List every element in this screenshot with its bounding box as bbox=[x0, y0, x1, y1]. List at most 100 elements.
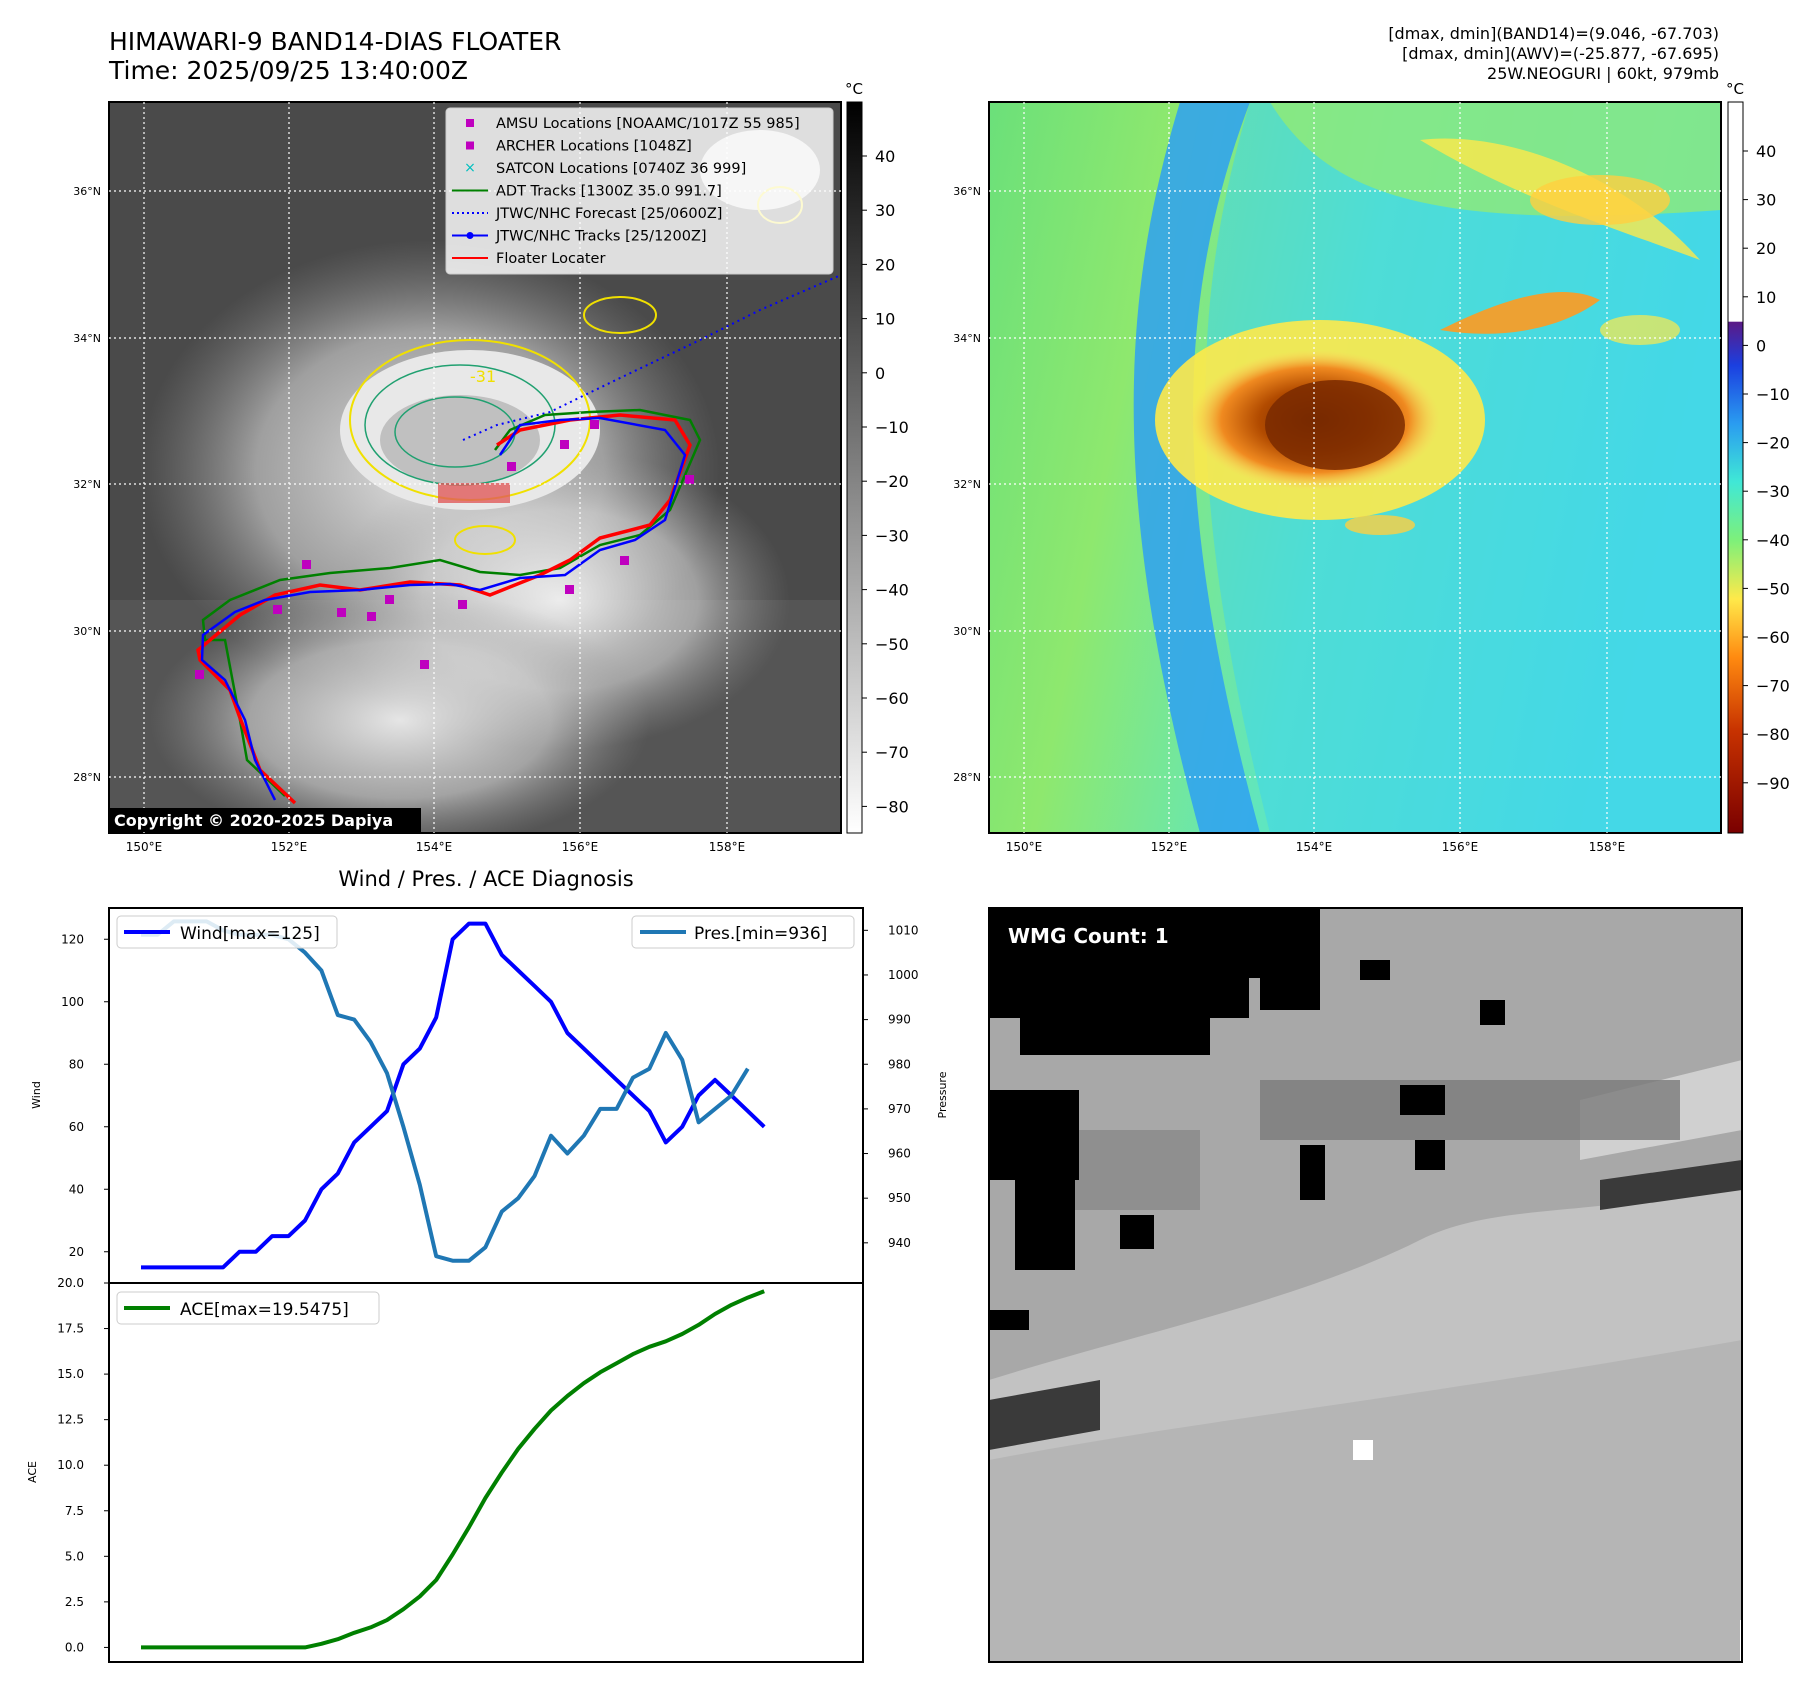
awv-imagery bbox=[989, 102, 1721, 833]
legend-label: JTWC/NHC Forecast [25/0600Z] bbox=[495, 206, 722, 222]
ace-ytick-label: 0.0 bbox=[65, 1640, 84, 1654]
band14-colorbar-tick-label: −40 bbox=[875, 581, 909, 600]
legend-label: SATCON Locations [0740Z 36 999] bbox=[496, 161, 746, 177]
pressure-ytick-label: 980 bbox=[888, 1057, 911, 1071]
jtwc-forecast-line bbox=[462, 274, 841, 441]
ace-plot-frame bbox=[108, 1282, 864, 1663]
band14-colorbar-tick-label: 20 bbox=[875, 255, 895, 274]
band14-lon-tick: 154°E bbox=[416, 840, 453, 854]
wind-ytick-label: 40 bbox=[69, 1182, 84, 1196]
band14-lat-tick: 28°N bbox=[73, 771, 101, 784]
awv-colorbar-unit: °C bbox=[1726, 80, 1744, 98]
ace-ytick-label: 20.0 bbox=[57, 1276, 84, 1290]
ace-series-line bbox=[141, 1289, 765, 1650]
pressure-ytick-label: 1010 bbox=[888, 923, 919, 937]
awv-colorbar-tick-label: −80 bbox=[1756, 725, 1790, 744]
awv-colorbar-tick-label: −40 bbox=[1756, 531, 1790, 550]
awv-colorbar: °C 40 30 20 10 0 −10 −20 −30 −40 −50 −60 −70 −80 −90 bbox=[1726, 80, 1790, 834]
band14-tick-labels: 150°E 152°E 154°E 156°E 158°E 36°N 34°N 32°N 30°… bbox=[73, 185, 745, 854]
awv-colorbar-tick-label: −70 bbox=[1756, 677, 1790, 696]
info-line2: [dmax, dmin](AWV)=(-25.877, -67.695) bbox=[1402, 44, 1719, 63]
pressure-ytick-label: 940 bbox=[888, 1236, 911, 1250]
ace-chart: ACE 0.0 2.5 5.0 7.5 10.0 12.5 15.0 17.5 20.0 ACE… bbox=[26, 1276, 864, 1663]
info-line1: [dmax, dmin](BAND14)=(9.046, -67.703) bbox=[1388, 24, 1719, 43]
awv-lat-tick: 34°N bbox=[953, 332, 981, 345]
legend-label: JTWC/NHC Tracks [25/1200Z] bbox=[495, 229, 707, 245]
awv-colorbar-tick-label: 40 bbox=[1756, 142, 1776, 161]
band14-lat-tick: 32°N bbox=[73, 478, 101, 491]
band14-colorbar-tick-label: −50 bbox=[875, 635, 909, 654]
band14-colorbar-tick-label: −60 bbox=[875, 689, 909, 708]
ace-ytick-label: 7.5 bbox=[65, 1504, 84, 1518]
awv-colorbar-tick-label: −10 bbox=[1756, 385, 1790, 404]
wind-series-line bbox=[141, 921, 766, 1270]
wmg-count-badge: WMG Count: 1 bbox=[998, 918, 1180, 952]
ace-ytick-label: 12.5 bbox=[57, 1413, 84, 1427]
awv-gridlines bbox=[989, 102, 1721, 833]
awv-lat-tick: 36°N bbox=[953, 185, 981, 198]
band14-colorbar-tick-label: −70 bbox=[875, 743, 909, 762]
pressure-legend: Pres.[min=936] bbox=[631, 915, 855, 949]
wind-ytick-label: 20 bbox=[69, 1245, 84, 1259]
awv-colorbar-tick-label: −50 bbox=[1756, 579, 1790, 598]
jtwc-track-line bbox=[200, 416, 687, 801]
pressure-ytick-label: 960 bbox=[888, 1147, 911, 1161]
panel-title-line2: Time: 2025/09/25 13:40:00Z bbox=[108, 56, 468, 85]
ace-legend: ACE[max=19.5475] bbox=[116, 1291, 380, 1325]
pressure-ytick-label: 1000 bbox=[888, 968, 919, 982]
panel-title-line1: HIMAWARI-9 BAND14-DIAS FLOATER bbox=[109, 27, 561, 56]
band14-map-panel: -31 150°E 152°E 154°E 156°E 158°E 36°N 34°N 32°… bbox=[73, 80, 909, 854]
wind-pressure-chart: Wind Pressure 20 40 60 80 100 120 940 950 960 970… bbox=[30, 907, 949, 1284]
band14-colorbar-tick-label: 10 bbox=[875, 310, 895, 329]
pressure-legend-label: Pres.[min=936] bbox=[694, 924, 827, 944]
amsu-archer-markers bbox=[195, 420, 694, 679]
copyright-badge: Copyright © 2020-2025 Dapiya bbox=[109, 808, 421, 832]
awv-lon-tick: 158°E bbox=[1589, 840, 1626, 854]
ace-legend-label: ACE[max=19.5475] bbox=[180, 1300, 349, 1320]
band14-lon-tick: 158°E bbox=[709, 840, 746, 854]
awv-colorbar-tick-label: 20 bbox=[1756, 239, 1776, 258]
awv-colorbar-tick-label: 30 bbox=[1756, 191, 1776, 210]
wind-plot-frame bbox=[108, 907, 864, 1284]
band14-colorbar-tick-label: −30 bbox=[875, 526, 909, 545]
wind-legend-label: Wind[max=125] bbox=[180, 924, 320, 944]
awv-colorbar-tick-label: −20 bbox=[1756, 434, 1790, 453]
legend-label: ARCHER Locations [1048Z] bbox=[496, 139, 692, 155]
contour-label: -31 bbox=[470, 367, 496, 386]
legend-label: AMSU Locations [NOAAMC/1017Z 55 985] bbox=[496, 116, 800, 132]
awv-lon-tick: 152°E bbox=[1151, 840, 1188, 854]
pressure-ytick-label: 990 bbox=[888, 1013, 911, 1027]
awv-lon-tick: 150°E bbox=[1006, 840, 1043, 854]
awv-map-panel: 150°E 152°E 154°E 156°E 158°E36°N34°N32°N30°… bbox=[953, 80, 1790, 854]
band14-colorbar-unit: °C bbox=[845, 80, 863, 98]
map-legend: AMSU Locations [NOAAMC/1017Z 55 985] ARCH… bbox=[445, 107, 834, 275]
awv-colorbar-tick-label: −90 bbox=[1756, 774, 1790, 793]
band14-colorbar-tick-label: 0 bbox=[875, 364, 885, 383]
band14-lat-tick: 30°N bbox=[73, 625, 101, 638]
wmg-count-label: WMG Count: 1 bbox=[1008, 924, 1169, 948]
wind-ytick-label: 100 bbox=[61, 995, 84, 1009]
band14-colorbar-tick-label: −20 bbox=[875, 472, 909, 491]
band14-colorbar: °C 40 30 20 10 0 −10 −20 −30 −40 −50 −60 −70 −80 bbox=[845, 80, 909, 834]
legend-marker-square bbox=[466, 141, 474, 150]
ace-ytick-label: 10.0 bbox=[57, 1458, 84, 1472]
wmg-imagery bbox=[989, 908, 1742, 1662]
band14-map-frame bbox=[108, 101, 842, 834]
awv-lat-tick: 28°N bbox=[953, 771, 981, 784]
band14-colorbar-tick-label: −80 bbox=[875, 797, 909, 816]
wind-axis-label: Wind bbox=[30, 1081, 43, 1109]
ace-axis-label: ACE bbox=[26, 1461, 39, 1483]
pressure-ytick-label: 950 bbox=[888, 1191, 911, 1205]
legend-label: ADT Tracks [1300Z 35.0 991.7] bbox=[496, 184, 722, 200]
ace-ytick-label: 2.5 bbox=[65, 1595, 84, 1609]
awv-colorbar-tick-label: −60 bbox=[1756, 628, 1790, 647]
legend-marker-x: × bbox=[464, 160, 476, 176]
band14-colorbar-tick-label: 30 bbox=[875, 201, 895, 220]
wind-ytick-label: 120 bbox=[61, 932, 84, 946]
awv-colorbar-tick-label: 10 bbox=[1756, 288, 1776, 307]
band14-colorbar-tick-label: −10 bbox=[875, 418, 909, 437]
awv-map-frame bbox=[988, 101, 1722, 834]
band14-lon-tick: 152°E bbox=[271, 840, 308, 854]
